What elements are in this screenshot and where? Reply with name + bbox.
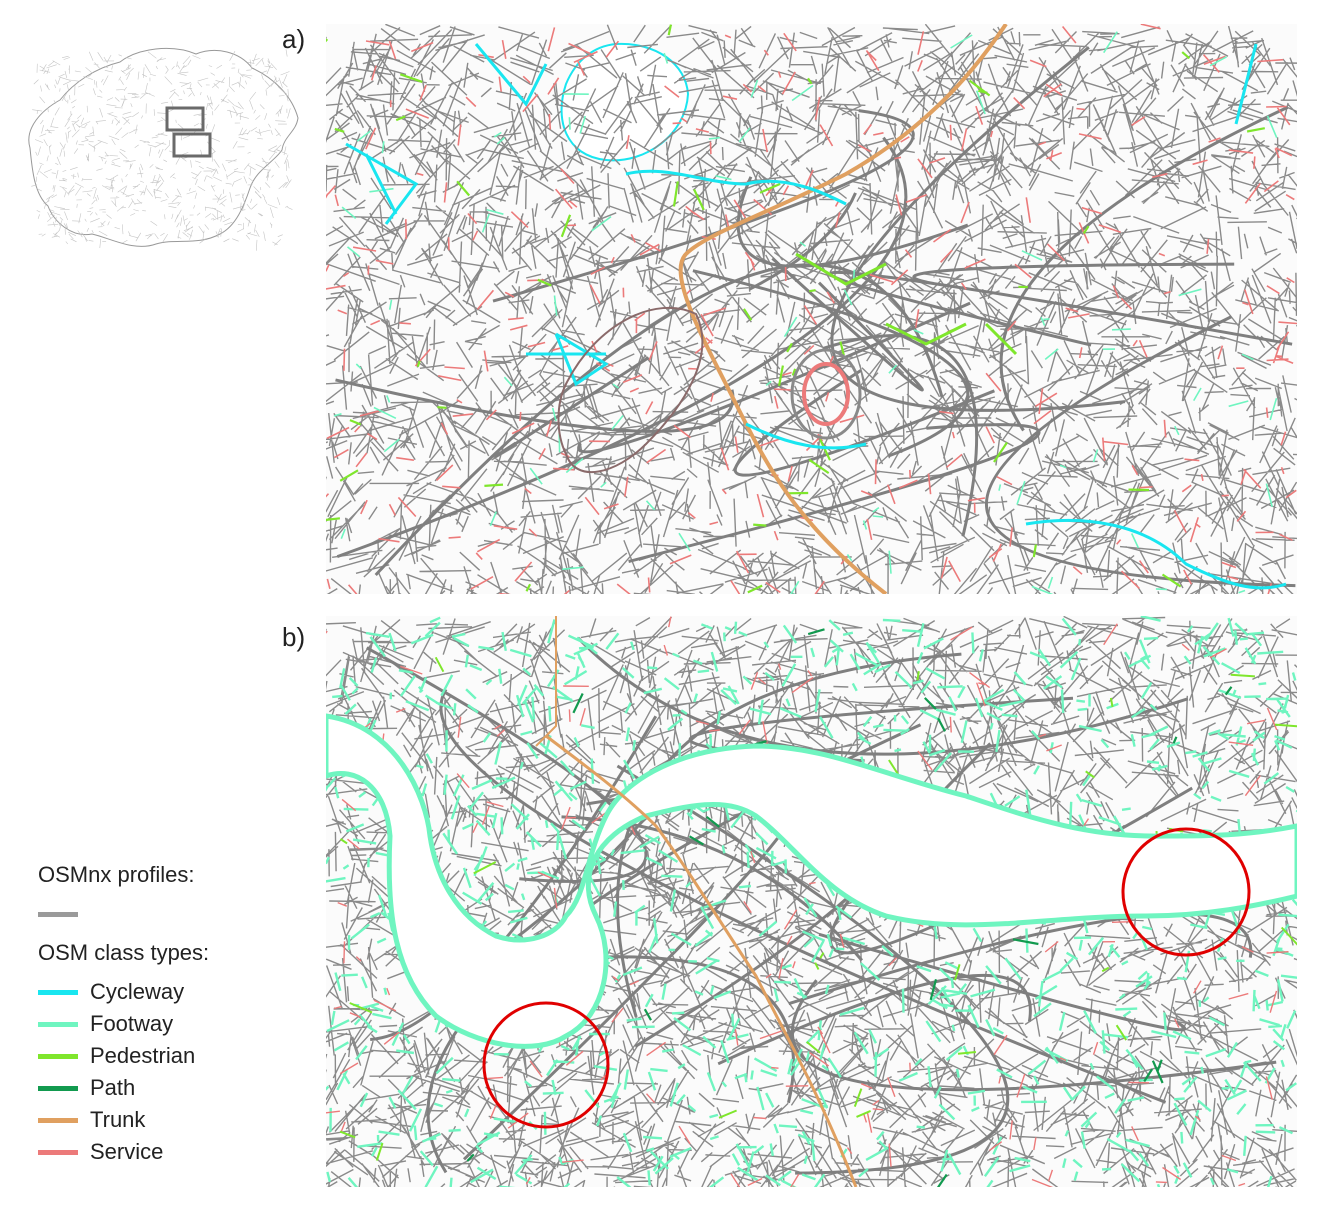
legend-label: Path: [90, 1075, 136, 1100]
legend-swatch: [38, 1085, 78, 1091]
cycleway-path-3: [625, 169, 847, 206]
class-feature-segments: [326, 24, 1266, 594]
legend-profile-swatch: [38, 911, 78, 917]
overview-inset-map: [28, 47, 299, 251]
legend-label: Cycleway: [90, 979, 185, 1004]
legend-label: Pedestrian: [90, 1043, 196, 1068]
map-panel-b: [326, 616, 1297, 1187]
panel-a-label: a): [282, 24, 306, 54]
street-network: [326, 24, 1297, 594]
legend-swatch: [38, 1149, 78, 1155]
pedestrian-segments: [795, 252, 1018, 356]
legend-item-footway: Footway: [38, 1008, 209, 1040]
highlight-circle-2: [1121, 827, 1251, 957]
class-feature-segments: [333, 31, 1278, 594]
legend-item-path: Path: [38, 1072, 209, 1104]
trunk-road-b: [545, 734, 858, 1187]
legend-label: Service: [90, 1139, 164, 1164]
legend-profiles-title: OSMnx profiles:: [38, 862, 195, 887]
inset-box-a: [165, 106, 205, 132]
legend-item-cycleway: Cycleway: [38, 976, 209, 1008]
ward-boundaries: [31, 49, 293, 251]
legend-item-pedestrian: Pedestrian: [38, 1040, 209, 1072]
stadium-ring: [790, 348, 862, 440]
legend-swatch: [38, 1021, 78, 1027]
legend-item-trunk: Trunk: [38, 1104, 209, 1136]
road-segments: [326, 24, 1297, 594]
borough-wards: [31, 49, 293, 251]
highlight-circle-1: [482, 1001, 610, 1129]
inset-box-b: [172, 132, 212, 158]
legend-class-list: Cycleway Footway Pedestrian Path Trunk Servic…: [38, 976, 209, 1168]
river-thames: [326, 713, 1297, 1049]
cycleway-path-2: [526, 332, 609, 387]
major-road-segments: [335, 46, 1296, 588]
legend-label: Trunk: [90, 1107, 146, 1132]
legend-swatch: [38, 1117, 78, 1123]
legend-swatch: [38, 989, 78, 995]
london-boundary-outline: [28, 47, 299, 247]
trunk-road-a: [678, 24, 1008, 594]
legend-swatch: [38, 1053, 78, 1059]
legend-class-title: OSM class types:: [38, 940, 210, 965]
trunk-road-b-north: [535, 616, 557, 747]
legend-item-service: Service: [38, 1136, 209, 1168]
legend: OSMnx profiles: OSM class types: Cyclewa…: [38, 862, 209, 1168]
highlighted-class-features: [326, 24, 1297, 594]
panel-b-label: b): [282, 622, 306, 652]
stadium-oval: [802, 362, 850, 426]
park-outline: [557, 306, 704, 473]
cycleway-path-1: [345, 142, 419, 225]
legend-label: Footway: [90, 1011, 174, 1036]
class-feature-segments: [326, 24, 1297, 594]
legend-profile-row: [38, 898, 209, 930]
cycleway-path-4: [745, 422, 1287, 590]
cycleway-path-5: [474, 43, 1258, 125]
map-panel-a: [326, 24, 1297, 594]
